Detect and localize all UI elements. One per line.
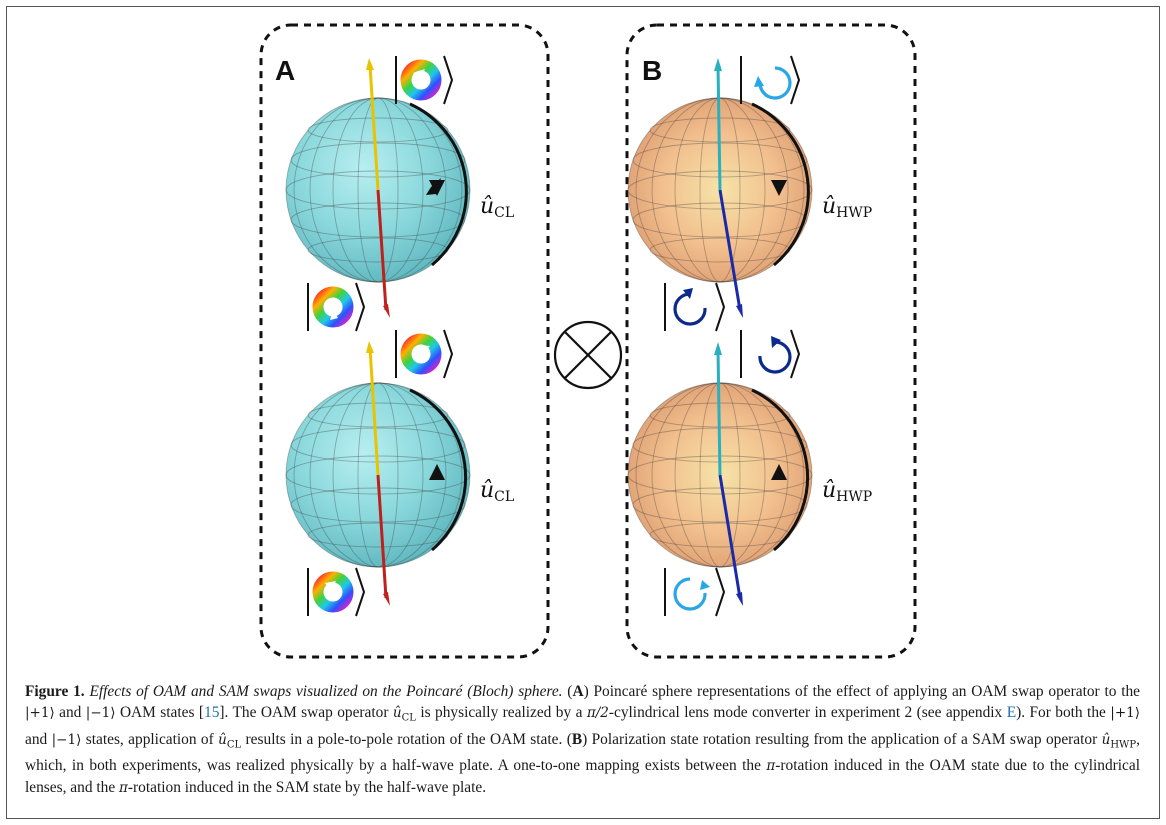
caption-text-12: -rotation induced in the SAM state by th…	[127, 779, 487, 797]
sphere-b-top	[627, 58, 813, 318]
caption-text-11: -rotation induced in the OAM state due t…	[25, 757, 1140, 797]
panel-b-box	[625, 23, 917, 659]
pi-half: π/2	[586, 705, 609, 721]
ket-b-mid	[664, 282, 726, 332]
pi-b: π	[119, 780, 128, 797]
operator-hwp: ûHWP	[1101, 731, 1137, 751]
caption-text-10: , which, in both experiments, was realiz…	[25, 730, 1140, 775]
ket-b-lower-bottom	[664, 567, 726, 617]
caption-a-label: A	[572, 683, 584, 700]
caption-text-9: Polarization state rotation resulting fr…	[591, 730, 1098, 748]
caption-and-2: and	[25, 730, 48, 748]
ket-minus1: |−1⟩	[85, 705, 116, 721]
sphere-a-bottom	[285, 341, 471, 606]
axis-label-a-bottom: ûCL	[480, 478, 514, 505]
panel-b-label: B	[642, 55, 662, 86]
operator-cl: ûCL	[392, 705, 416, 724]
figure-graphic: A B ûCL	[259, 23, 917, 659]
ket-minus1-b: |−1⟩	[51, 731, 82, 748]
caption-b-label: B	[571, 730, 583, 748]
caption-text-6: ). For both the	[1016, 704, 1106, 721]
caption-and: and	[59, 704, 82, 721]
axis-label-a-top: ûCL	[480, 194, 514, 221]
panel-a-box	[259, 23, 550, 659]
operator-cl-2: ûCL	[218, 731, 242, 751]
ket-a-lower-top	[395, 329, 454, 379]
ket-a-mid	[307, 282, 366, 332]
caption-text-5: -cylindrical lens mode converter in expe…	[608, 704, 1003, 721]
ket-plus1-b: |+1⟩	[1110, 705, 1140, 721]
pi-a: π	[766, 758, 776, 775]
ket-plus1: |+1⟩	[25, 705, 55, 721]
figure-frame	[6, 6, 1160, 819]
ket-b-top	[740, 55, 801, 105]
caption-text-2: OAM states [	[119, 704, 204, 721]
sphere-a-top	[285, 58, 471, 318]
panel-a-label: A	[275, 55, 295, 86]
caption-text-7: states, application of	[85, 730, 214, 748]
figure-label: Figure 1.	[25, 683, 85, 700]
ket-b-lower-top	[740, 329, 801, 379]
caption-text-3: ]. The OAM swap operator	[219, 704, 389, 721]
ket-a-top	[395, 55, 454, 105]
axis-label-b-top: ûHWP	[822, 194, 872, 221]
axis-label-b-bottom: ûHWP	[822, 478, 872, 505]
caption-text-4: is physically realized by a	[420, 704, 583, 721]
tensor-product-icon	[553, 320, 623, 390]
caption-text-8: results in a pole-to-pole rotation of th…	[245, 730, 563, 748]
caption-text-1: Poincaré sphere representations of the e…	[593, 683, 1141, 700]
appendix-link-e[interactable]: E	[1006, 704, 1017, 721]
figure-caption: Figure 1. Effects of OAM and SAM swaps v…	[25, 683, 1141, 797]
sphere-b-bottom	[627, 342, 813, 606]
reference-link-15[interactable]: 15	[204, 704, 220, 721]
ket-a-lower-bottom	[307, 567, 366, 617]
figure-title: Effects of OAM and SAM swaps visualized …	[89, 683, 563, 700]
